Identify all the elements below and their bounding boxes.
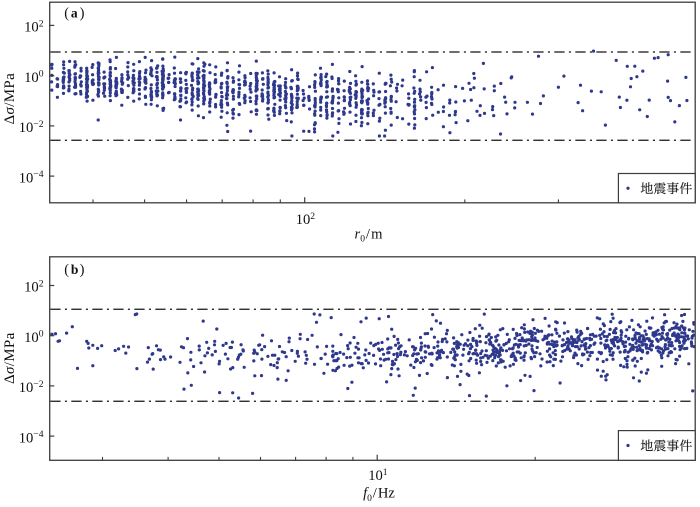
svg-text:(a): (a) [64,6,84,22]
svg-text:f0/Hz: f0/Hz [363,486,395,502]
svg-text:Δσ/MPa: Δσ/MPa [2,332,18,384]
svg-text:r0/m: r0/m [355,227,384,245]
svg-text:(b): (b) [64,262,84,278]
svg-text:Δσ/MPa: Δσ/MPa [2,73,18,125]
